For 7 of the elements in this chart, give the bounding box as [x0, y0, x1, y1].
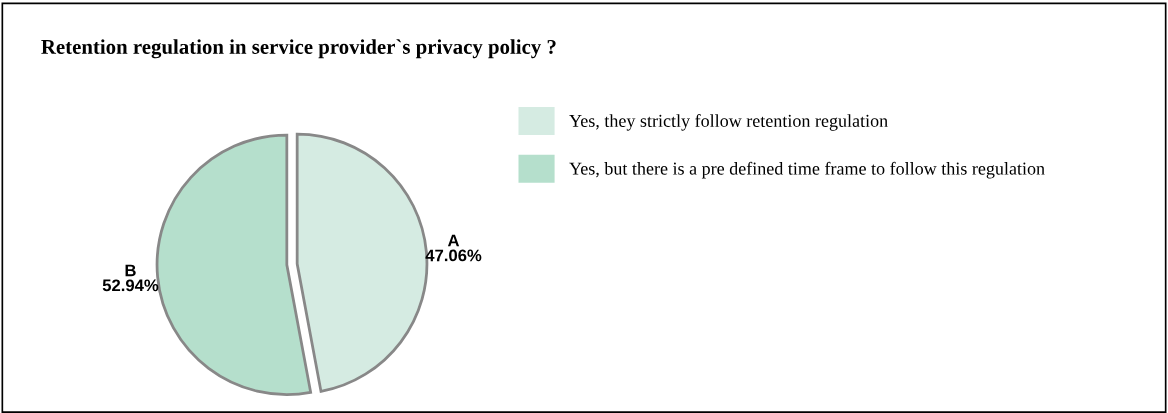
- legend-label: Yes, but there is a pre defined time frame to follow this regulation: [569, 161, 1045, 179]
- data-label: 52.94%: [102, 279, 159, 292]
- legend-label: Yes, they strictly follow retention regulation: [569, 114, 888, 131]
- data-label: 47.06%: [425, 249, 482, 262]
- text: A: [447, 234, 460, 247]
- text: B: [125, 264, 136, 277]
- chart-title: Retention regulation in service provider`s privacy policy ?: [41, 39, 556, 59]
